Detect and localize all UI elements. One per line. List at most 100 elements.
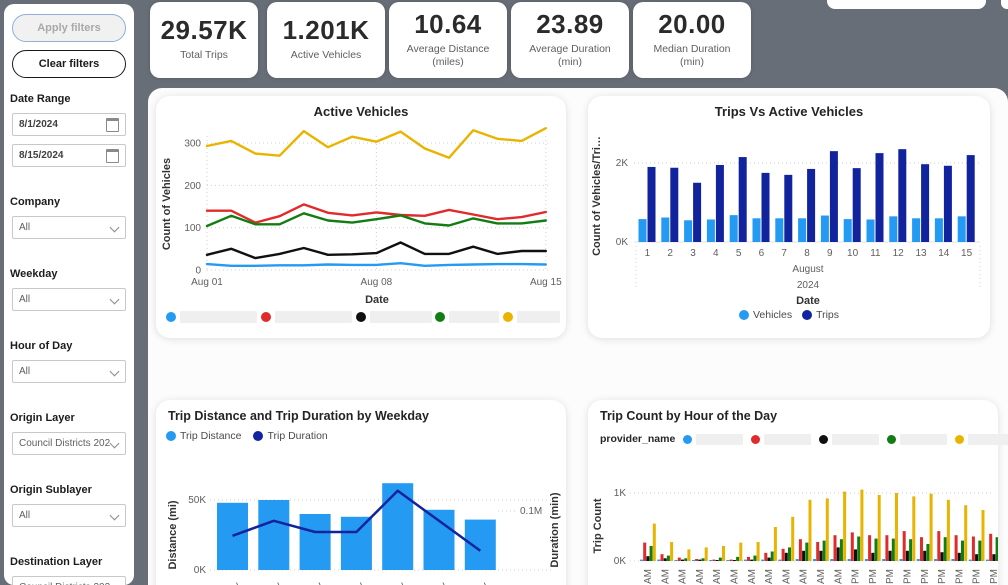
redacted-label [180,311,257,323]
svg-text:Tuesday: Tuesday [291,580,326,585]
weekday-label: Weekday [10,268,58,280]
svg-text:4 AM: 4 AM [712,569,723,585]
svg-text:200: 200 [184,181,201,192]
svg-text:August: August [792,264,823,275]
origin-layer-label: Origin Layer [10,412,75,424]
scrollbar-top [1001,0,1008,9]
legend-item-redacted[interactable] [435,311,500,323]
hour-of-day-value: All [19,366,31,377]
svg-text:1 AM: 1 AM [660,569,671,585]
series-dot-icon [955,434,965,444]
legend-label: Trips [816,309,840,321]
legend-item-trips[interactable]: Trips [802,309,839,321]
svg-text:2K: 2K [616,158,629,169]
series-dot-icon [260,312,271,322]
chevron-down-icon [110,367,119,376]
svg-text:Friday: Friday [422,580,449,585]
clear-filters-button[interactable]: Clear filters [12,50,126,78]
chevron-down-icon [110,511,119,520]
legend-item-redacted[interactable] [887,433,948,445]
series-dot-icon [751,434,761,444]
weekday-dropdown[interactable]: All [12,288,126,311]
legend-item-redacted[interactable] [751,433,812,445]
legend: Vehicles Trips [588,309,990,321]
svg-text:7 AM: 7 AM [764,569,775,585]
legend-item-trip-duration[interactable]: Trip Duration [253,430,328,442]
legend-item-redacted[interactable] [955,433,1008,445]
kpi-label: Total Trips [180,49,228,62]
active-vehicles-line-chart[interactable]: 0 100 200 300 Aug 01 Aug 08 Aug 15 Count of Veh… [156,124,566,339]
legend-item-redacted[interactable] [166,311,257,323]
svg-text:3 PM: 3 PM [903,569,914,585]
hour-of-day-dropdown[interactable]: All [12,360,126,383]
trip-count-bar-chart[interactable]: 0K 1K 12 AM 1 AM 2 AM 3 AM 4 AM 5 AM 6 AM 7 AM 8 A… [588,452,998,585]
svg-text:Saturday: Saturday [454,580,490,585]
origin-layer-dropdown[interactable]: Council Districts 2022 [12,432,126,455]
svg-text:3: 3 [690,248,696,259]
series-dot-icon [503,312,513,322]
legend-item-trip-distance[interactable]: Trip Distance [166,430,241,442]
svg-text:6 PM: 6 PM [954,569,965,585]
svg-text:10 AM: 10 AM [816,569,827,585]
active-vehicles-chart-card: Active Vehicles 0 100 200 300 Aug 01 Aug 08 Au… [156,96,566,338]
kpi-unit: (min) [558,56,582,68]
svg-text:5: 5 [736,248,742,259]
date-end-value: 8/15/2024 [19,150,64,161]
redacted-label [832,433,880,445]
svg-text:0K: 0K [614,556,627,567]
kpi-value: 20.00 [658,8,726,39]
svg-text:Duration (min): Duration (min) [549,492,561,567]
destination-layer-dropdown[interactable]: Council Districts 2022 [12,576,126,585]
svg-text:Distance (mi): Distance (mi) [167,500,179,569]
kpi-median-duration: 20.00 Median Duration (min) [633,2,751,78]
company-dropdown[interactable]: All [12,216,126,239]
scrolled-card-edge [827,0,986,9]
svg-text:0K: 0K [616,237,629,248]
kpi-value: 1.201K [282,15,370,46]
legend-item-redacted[interactable] [355,311,432,323]
redacted-label [696,433,744,445]
origin-sublayer-dropdown[interactable]: All [12,504,126,527]
destination-layer-label: Destination Layer [10,556,103,568]
redacted-label [764,433,812,445]
chevron-down-icon [110,223,119,232]
distance-duration-combo-chart[interactable]: 0K50K0.1M0.2MSundayMondayTuesdayWednesda… [156,445,566,585]
trip-count-hour-chart-card: Trip Count by Hour of the Day provider_n… [588,400,1008,585]
series-dot-icon [819,434,829,444]
calendar-icon [106,148,119,163]
series-dot-icon [166,312,176,322]
legend: provider_name [600,433,1008,445]
legend-item-vehicles[interactable]: Vehicles [738,309,792,321]
svg-text:8: 8 [804,248,810,259]
kpi-unit: (min) [680,56,704,68]
date-end-input[interactable]: 8/15/2024 [12,144,126,167]
svg-text:3 AM: 3 AM [695,569,706,585]
destination-layer-value: Council Districts 2022 [19,582,110,585]
date-start-input[interactable]: 8/1/2024 [12,113,126,136]
trip-duration-legend-dot-icon [253,431,264,441]
legend-item-redacted[interactable] [260,311,352,323]
kpi-value: 29.57K [160,15,248,46]
chart-title: Trip Distance and Trip Duration by Weekd… [168,409,429,423]
svg-text:15: 15 [961,248,973,259]
svg-text:Wednesday: Wednesday [322,580,367,585]
redacted-label [369,311,432,323]
legend: Trip Distance Trip Duration [166,430,328,442]
kpi-total-trips: 29.57K Total Trips [150,2,258,78]
chart-title: Active Vehicles [313,104,409,119]
svg-text:12: 12 [893,248,905,259]
kpi-value: 10.64 [414,8,482,39]
legend-item-redacted[interactable] [819,433,880,445]
trips-legend-dot-icon [802,310,813,320]
svg-text:2 AM: 2 AM [678,569,689,585]
origin-sublayer-value: All [19,510,31,521]
svg-text:11 AM: 11 AM [833,569,844,585]
chevron-down-icon [110,439,119,448]
origin-sublayer-label: Origin Sublayer [10,484,92,496]
legend-item-redacted[interactable] [503,311,560,323]
apply-filters-button[interactable]: Apply filters [12,14,126,42]
legend-item-redacted[interactable] [683,433,744,445]
svg-text:6: 6 [759,248,765,259]
svg-text:4: 4 [713,248,719,259]
